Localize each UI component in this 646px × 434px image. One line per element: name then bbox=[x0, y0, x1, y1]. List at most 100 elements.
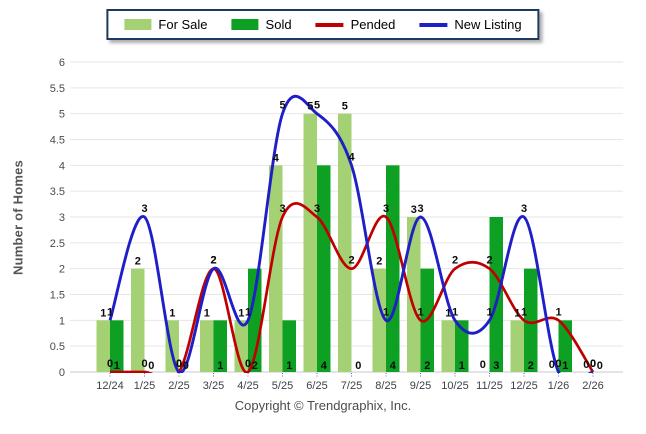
y-tick-label: 0.5 bbox=[50, 341, 65, 353]
line-series bbox=[108, 94, 595, 373]
bar-for-sale bbox=[303, 113, 317, 373]
label-for-sale: 5 bbox=[342, 101, 348, 113]
label-sold: 1 bbox=[562, 360, 568, 372]
y-tick-label: 6 bbox=[59, 57, 65, 69]
label-sold: 2 bbox=[424, 360, 430, 372]
bar-sold bbox=[524, 268, 538, 372]
y-tick-label: 3 bbox=[59, 212, 65, 224]
legend-swatch-for-sale bbox=[124, 19, 152, 30]
x-tick-label: 7/25 bbox=[341, 380, 362, 392]
label-sold: 0 bbox=[597, 360, 603, 372]
label-for-sale: 1 bbox=[169, 307, 175, 319]
y-tick-label: 5.5 bbox=[50, 83, 65, 95]
label-for-sale: 2 bbox=[135, 256, 141, 268]
x-tick-label: 4/25 bbox=[237, 380, 258, 392]
label-pended: 0 bbox=[245, 358, 251, 370]
label-sold: 1 bbox=[459, 360, 465, 372]
label-sold: 1 bbox=[286, 360, 292, 372]
axis-labels: 0 0.5 1 1.5 2 2.5 3 3.5 4 4.5 5 5.5 6 12/24 1/25 2/25 3/… bbox=[50, 57, 604, 392]
legend-label-sold: Sold bbox=[265, 17, 292, 32]
line-new-listing bbox=[108, 94, 594, 373]
x-tick-label: 6/25 bbox=[306, 380, 327, 392]
bar-sold bbox=[213, 320, 227, 372]
bar-sold bbox=[386, 165, 400, 372]
label-for-sale: 0 bbox=[583, 359, 589, 371]
label-new-listing: 1 bbox=[245, 306, 251, 318]
bar-for-sale bbox=[200, 320, 214, 372]
legend-item-pended: Pended bbox=[315, 17, 396, 32]
x-tick-label: 2/25 bbox=[168, 380, 189, 392]
bar-sold bbox=[455, 320, 469, 372]
label-new-listing: 1 bbox=[486, 306, 492, 318]
bar-sold bbox=[110, 320, 124, 372]
y-tick-label: 4 bbox=[59, 160, 65, 172]
label-for-sale: 1 bbox=[445, 307, 451, 319]
x-tick-label: 9/25 bbox=[410, 380, 431, 392]
label-new-listing: 0 bbox=[555, 358, 561, 370]
label-new-listing: 5 bbox=[279, 100, 285, 112]
label-pended: 0 bbox=[176, 358, 182, 370]
label-for-sale: 4 bbox=[273, 152, 280, 164]
label-pended: 0 bbox=[590, 358, 596, 370]
legend-item-new-listing: New Listing bbox=[419, 17, 522, 32]
x-tick-label: 8/25 bbox=[375, 380, 396, 392]
x-tick-label: 10/25 bbox=[441, 380, 469, 392]
label-new-listing: 5 bbox=[314, 100, 320, 112]
x-tick-label: 2/26 bbox=[582, 380, 603, 392]
x-tick-label: 12/25 bbox=[510, 380, 538, 392]
label-pended: 3 bbox=[383, 203, 389, 215]
label-pended: 0 bbox=[141, 358, 147, 370]
bar-for-sale bbox=[96, 320, 110, 372]
label-sold: 1 bbox=[217, 360, 223, 372]
label-sold: 4 bbox=[390, 360, 397, 372]
y-tick-label: 1.5 bbox=[50, 290, 65, 302]
label-sold: 4 bbox=[321, 360, 328, 372]
label-for-sale: 0 bbox=[549, 359, 555, 371]
y-tick-label: 5 bbox=[59, 109, 65, 121]
label-pended: 3 bbox=[314, 203, 320, 215]
label-pended: 3 bbox=[279, 203, 285, 215]
label-sold: 0 bbox=[183, 360, 189, 372]
label-for-sale: 1 bbox=[514, 307, 520, 319]
x-tick-label: 11/25 bbox=[476, 380, 503, 392]
y-axis-title: Number of Homes bbox=[10, 160, 26, 275]
label-pended: 1 bbox=[555, 306, 561, 318]
label-pended: 2 bbox=[210, 255, 216, 267]
label-pended: 2 bbox=[486, 255, 492, 267]
legend-item-sold: Sold bbox=[231, 17, 292, 32]
label-pended: 1 bbox=[521, 306, 527, 318]
label-new-listing: 1 bbox=[107, 306, 113, 318]
bar-for-sale bbox=[131, 268, 145, 372]
y-tick-label: 3.5 bbox=[50, 186, 65, 198]
legend-item-for-sale: For Sale bbox=[124, 17, 208, 32]
label-sold: 2 bbox=[528, 360, 534, 372]
copyright-text: Copyright © Trendgraphix, Inc. bbox=[234, 398, 412, 413]
label-for-sale: 3 bbox=[411, 204, 417, 216]
label-for-sale: 2 bbox=[376, 256, 382, 268]
axis-ticks bbox=[109, 373, 594, 377]
label-pended: 1 bbox=[417, 306, 423, 318]
bar-sold bbox=[282, 320, 296, 372]
y-tick-label: 1 bbox=[59, 315, 65, 327]
label-pended: 2 bbox=[348, 255, 354, 267]
label-for-sale: 1 bbox=[204, 307, 210, 319]
label-pended: 2 bbox=[452, 255, 458, 267]
x-tick-label: 1/25 bbox=[134, 380, 155, 392]
label-new-listing: 0 bbox=[590, 358, 596, 370]
label-sold: 2 bbox=[252, 360, 258, 372]
bar-for-sale bbox=[407, 217, 421, 372]
legend-swatch-sold bbox=[231, 19, 259, 30]
x-tick-label: 1/26 bbox=[548, 380, 569, 392]
label-new-listing: 1 bbox=[383, 306, 389, 318]
label-new-listing: 2 bbox=[210, 255, 216, 267]
legend-label-pended: Pended bbox=[350, 17, 396, 32]
x-tick-label: 3/25 bbox=[203, 380, 224, 392]
label-sold: 3 bbox=[493, 360, 499, 372]
label-new-listing: 3 bbox=[141, 203, 147, 215]
legend-swatch-pended bbox=[315, 22, 344, 27]
legend-swatch-new-listing bbox=[419, 22, 448, 27]
x-tick-label: 12/24 bbox=[96, 380, 124, 392]
bar-for-sale bbox=[510, 320, 524, 372]
